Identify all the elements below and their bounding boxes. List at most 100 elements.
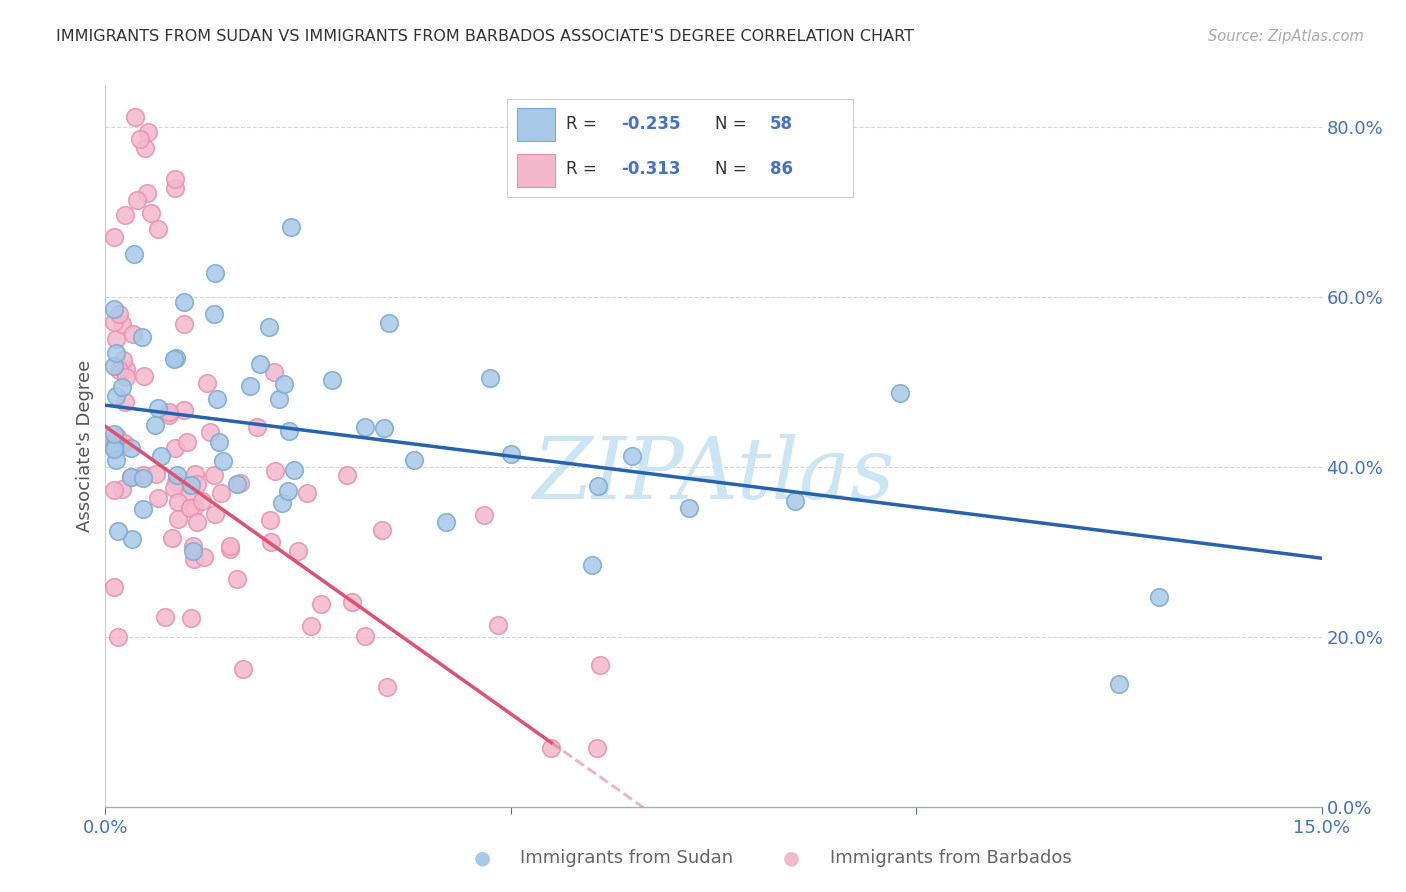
Point bbox=[179, 500, 201, 515]
Point bbox=[353, 629, 375, 643]
Point bbox=[129, 132, 152, 146]
Point bbox=[150, 449, 173, 463]
Point bbox=[115, 361, 138, 376]
Point bbox=[112, 436, 135, 450]
Point bbox=[180, 611, 202, 625]
Point bbox=[204, 508, 226, 522]
Point bbox=[183, 551, 205, 566]
Point bbox=[107, 307, 129, 321]
Point bbox=[191, 493, 214, 508]
Point bbox=[225, 476, 247, 491]
Point bbox=[103, 483, 125, 498]
Point bbox=[163, 172, 186, 186]
Point bbox=[269, 392, 291, 406]
Point bbox=[678, 501, 700, 516]
Point bbox=[131, 502, 153, 516]
Point bbox=[173, 403, 195, 417]
Point bbox=[278, 424, 301, 438]
Point bbox=[478, 371, 501, 385]
Point bbox=[280, 220, 302, 235]
Point bbox=[132, 471, 155, 485]
Point bbox=[586, 479, 609, 493]
Point bbox=[375, 681, 398, 695]
Point bbox=[219, 539, 242, 553]
Point bbox=[104, 389, 127, 403]
Point bbox=[165, 180, 187, 194]
Point bbox=[239, 379, 262, 393]
Point bbox=[226, 572, 249, 586]
Point bbox=[134, 141, 156, 155]
Point bbox=[146, 222, 169, 236]
Point bbox=[264, 464, 287, 478]
Point bbox=[402, 453, 425, 467]
Point bbox=[287, 544, 309, 558]
Point bbox=[165, 475, 187, 489]
Point bbox=[342, 595, 364, 609]
Point bbox=[165, 441, 187, 455]
Point bbox=[103, 442, 125, 457]
Text: ZIPAtlas: ZIPAtlas bbox=[533, 434, 894, 516]
Point bbox=[131, 330, 153, 344]
Point bbox=[263, 365, 285, 379]
Point bbox=[124, 110, 146, 124]
Point bbox=[104, 452, 127, 467]
Point bbox=[204, 266, 226, 280]
Point bbox=[195, 376, 218, 390]
Point bbox=[157, 408, 180, 422]
Point bbox=[163, 352, 186, 367]
Point bbox=[157, 405, 180, 419]
Point bbox=[434, 515, 457, 529]
Point bbox=[198, 425, 221, 440]
Point bbox=[209, 486, 232, 500]
Point bbox=[486, 618, 509, 632]
Point bbox=[103, 580, 125, 594]
Point bbox=[108, 363, 131, 377]
Point bbox=[309, 597, 332, 611]
Point bbox=[131, 468, 153, 483]
Point bbox=[114, 370, 136, 384]
Point bbox=[184, 467, 207, 482]
Point bbox=[120, 470, 142, 484]
Point bbox=[103, 427, 125, 442]
Point bbox=[186, 516, 208, 530]
Point bbox=[219, 542, 242, 557]
Point bbox=[1108, 677, 1130, 691]
Point bbox=[299, 618, 322, 632]
Point bbox=[173, 295, 195, 310]
Point bbox=[111, 317, 134, 331]
Point bbox=[105, 430, 128, 444]
Point bbox=[335, 467, 357, 482]
Point bbox=[139, 206, 162, 220]
Point bbox=[232, 662, 254, 676]
Point bbox=[259, 513, 281, 527]
Text: Immigrants from Sudan: Immigrants from Sudan bbox=[520, 849, 734, 867]
Point bbox=[103, 435, 125, 450]
Point bbox=[180, 477, 202, 491]
Point bbox=[148, 401, 170, 416]
Text: Source: ZipAtlas.com: Source: ZipAtlas.com bbox=[1208, 29, 1364, 44]
Point bbox=[166, 468, 188, 483]
Point bbox=[246, 420, 269, 434]
Point bbox=[120, 470, 142, 484]
Point bbox=[283, 463, 305, 477]
Point bbox=[181, 539, 204, 553]
Point bbox=[378, 316, 401, 330]
Point bbox=[499, 447, 522, 461]
Point bbox=[177, 487, 200, 501]
Point bbox=[354, 420, 377, 434]
Point bbox=[249, 357, 271, 371]
Point bbox=[153, 610, 176, 624]
Point bbox=[783, 494, 806, 508]
Text: ●: ● bbox=[474, 848, 491, 868]
Y-axis label: Associate's Degree: Associate's Degree bbox=[76, 359, 94, 533]
Point bbox=[585, 740, 607, 755]
Point bbox=[114, 208, 136, 222]
Point bbox=[134, 368, 156, 383]
Point bbox=[107, 524, 129, 539]
Point bbox=[208, 435, 231, 450]
Point bbox=[105, 346, 128, 360]
Point bbox=[103, 441, 125, 455]
Text: Immigrants from Barbados: Immigrants from Barbados bbox=[830, 849, 1071, 867]
Point bbox=[103, 230, 125, 244]
Point bbox=[581, 558, 603, 572]
